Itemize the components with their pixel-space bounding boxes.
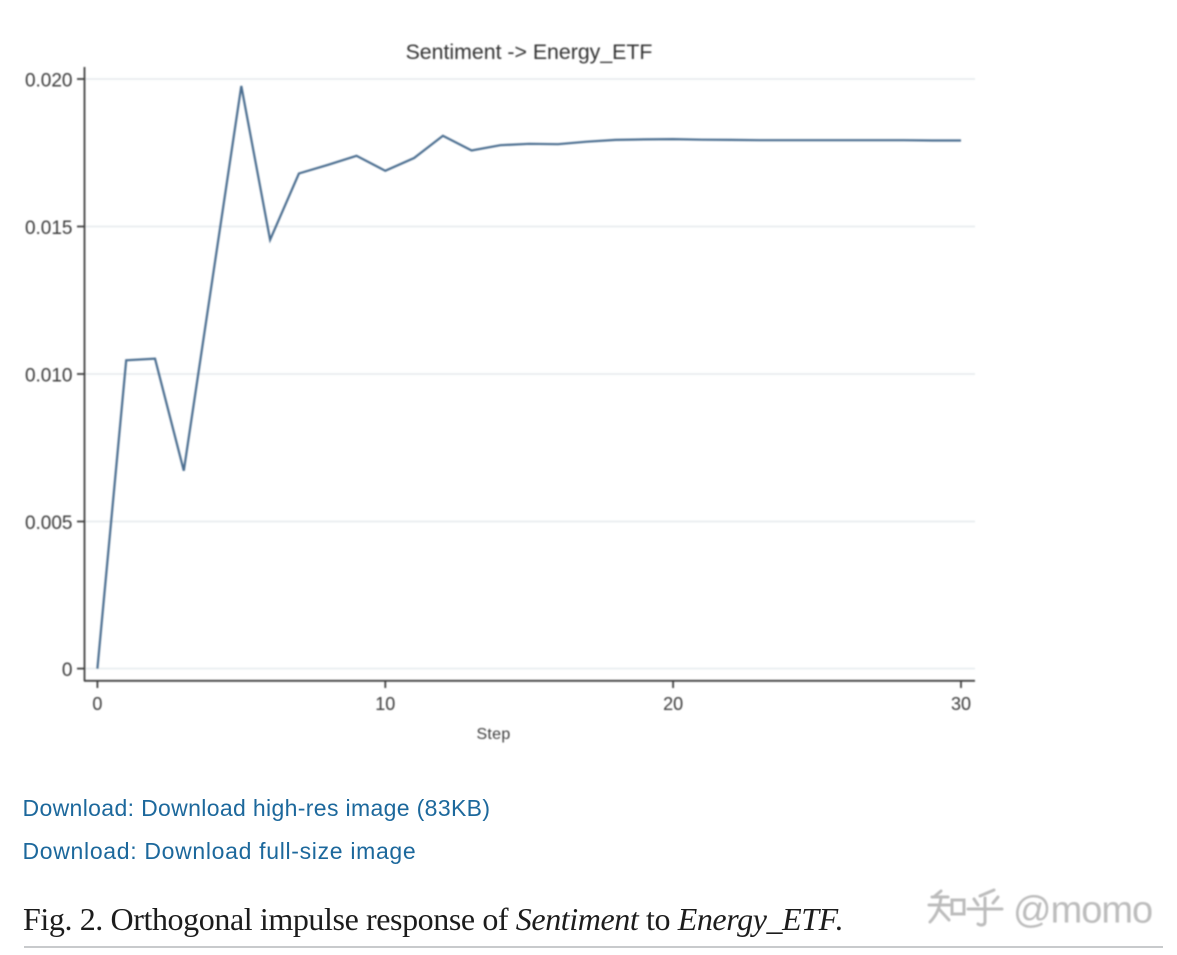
svg-text:0: 0 (92, 694, 102, 714)
svg-text:0.005: 0.005 (25, 513, 73, 534)
svg-text:0.020: 0.020 (25, 71, 73, 92)
svg-text:@momo: @momo (1013, 890, 1152, 932)
svg-text:0.010: 0.010 (25, 366, 73, 387)
svg-text:10: 10 (375, 694, 395, 714)
svg-text:30: 30 (951, 694, 971, 714)
svg-text:20: 20 (663, 694, 683, 714)
svg-text:Step: Step (476, 726, 510, 743)
svg-text:Sentiment -> Energy_ETF: Sentiment -> Energy_ETF (406, 40, 653, 64)
svg-text:0.015: 0.015 (25, 218, 73, 239)
svg-text:0: 0 (62, 660, 73, 681)
